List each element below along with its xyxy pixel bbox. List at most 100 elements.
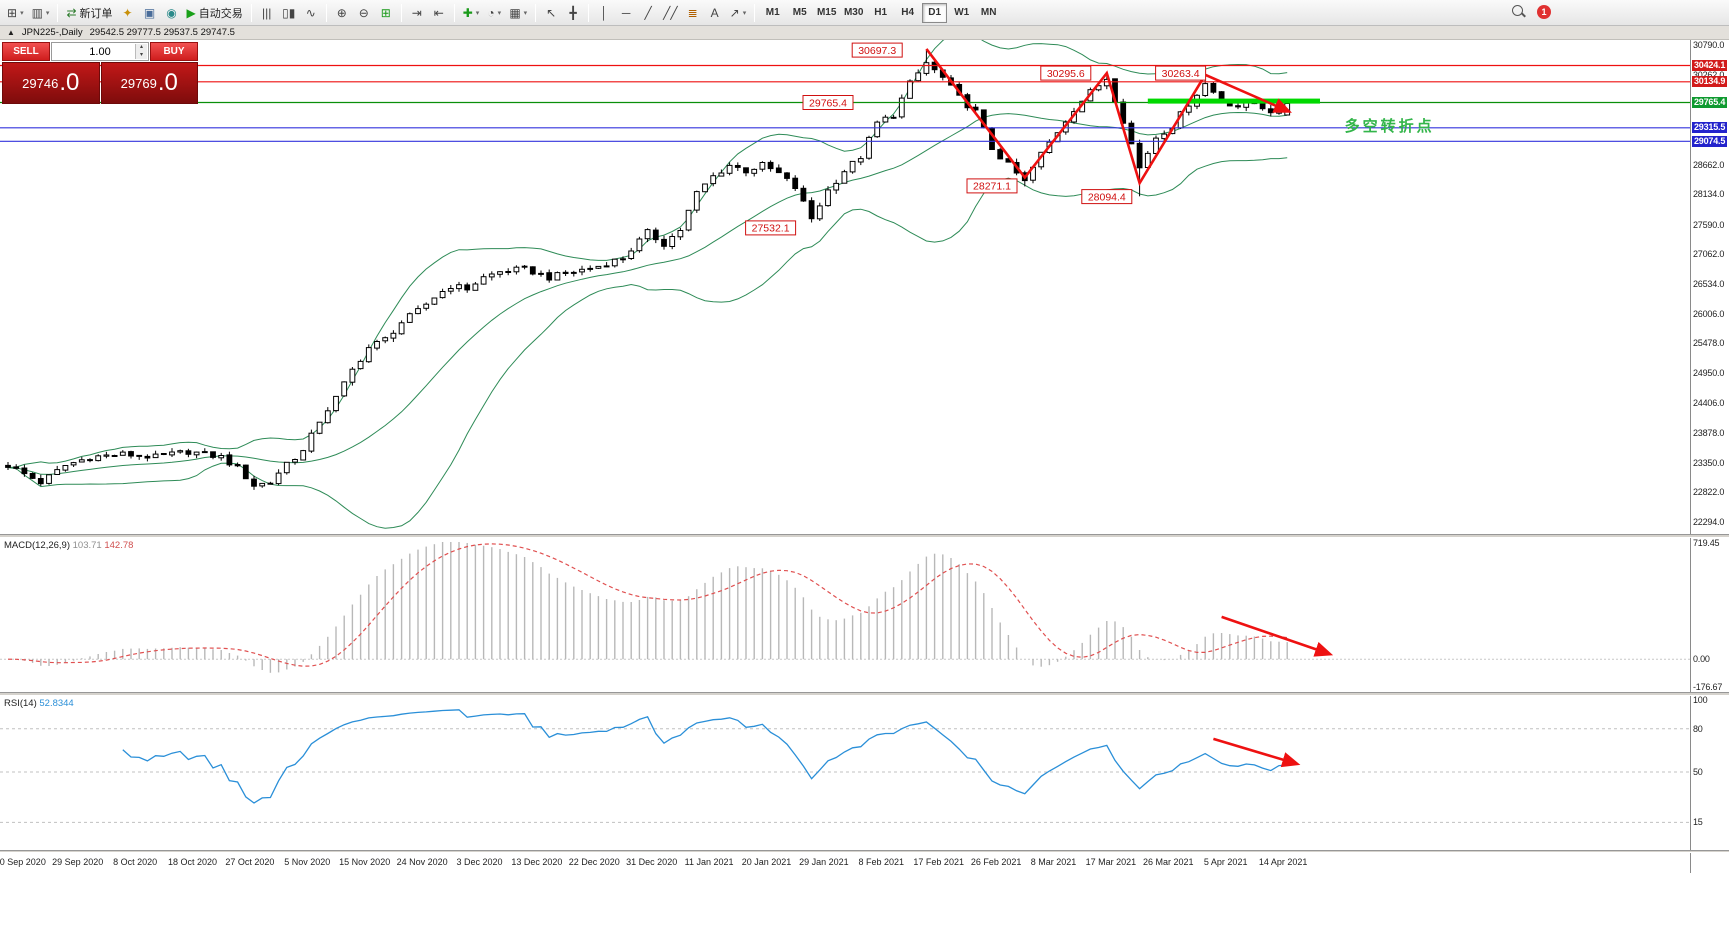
zoom-in-button[interactable]: ⊕: [331, 2, 353, 24]
note-text[interactable]: 多空转折点: [1345, 117, 1435, 135]
toolbar-button-row: ⊞ ▾ ▥ ▾ ⇄ 新订单 ✦ ▣ ◉ ▶ 自动交易 ||| ▯▮ ∿ ⊕ ⊖ ⊞ ⇥ ⇤ ✚ ▾ ◔ ▾ ▦ ▾ ↖ ╋ │ ─ ╱ ╱╱…: [0, 0, 1729, 25]
chart-ohlc-readout: 29542.5 29777.5 29537.5 29747.5: [89, 27, 235, 38]
zoom-out-button[interactable]: ⊖: [353, 2, 375, 24]
new-order-button[interactable]: ⇄ 新订单: [62, 2, 116, 24]
price-annotation[interactable]: 28271.1: [966, 178, 1018, 194]
timeframe-M1-button[interactable]: M1: [760, 3, 785, 23]
channel-button[interactable]: ╱╱: [659, 2, 681, 24]
one-click-panel-toggle[interactable]: ▲: [7, 27, 15, 37]
new-chart-button[interactable]: ⊞ ▾: [3, 2, 28, 24]
volume-decrease-button[interactable]: ▾: [136, 51, 147, 59]
toolbar-separator: [250, 3, 252, 22]
fibonacci-button[interactable]: ≣: [682, 2, 704, 24]
price-annotation[interactable]: 30263.4: [1155, 65, 1207, 81]
time-axis[interactable]: 20 Sep 2020 29 Sep 2020 8 Oct 2020 18 Oct 2…: [0, 853, 1690, 873]
sell-button[interactable]: SELL: [2, 42, 50, 61]
price-tick-label: 719.45: [1693, 538, 1720, 548]
price-tick-label: 26534.0: [1693, 278, 1725, 289]
sell-price-main: 29746: [22, 75, 59, 91]
arrows-button[interactable]: ↗ ▾: [726, 2, 751, 24]
timeframe-M15-button[interactable]: M15: [814, 3, 839, 23]
rsi-line: [122, 709, 1288, 804]
fibonacci-icon: ≣: [687, 5, 698, 20]
search-icon[interactable]: [1512, 5, 1526, 19]
text-button[interactable]: A: [704, 2, 726, 24]
date-label: 29 Jan 2021: [799, 857, 849, 867]
alerts-button[interactable]: ✦: [117, 2, 139, 24]
trendline-button[interactable]: ╱: [637, 2, 659, 24]
timeframe-D1-button[interactable]: D1: [922, 2, 948, 23]
dropdown-arrow-icon: ▾: [742, 9, 747, 17]
timeframe-M5-button[interactable]: M5: [787, 3, 812, 23]
timeframe-MN-button[interactable]: MN: [976, 3, 1001, 23]
vertical-line-button[interactable]: │: [593, 2, 615, 24]
tile-windows-button[interactable]: ⊞: [375, 2, 397, 24]
crosshair-button[interactable]: ╋: [562, 2, 584, 24]
line-chart-icon: ∿: [305, 5, 316, 20]
sell-price-button[interactable]: 29746.0: [2, 62, 100, 104]
price-line-badge: 30134.9: [1692, 76, 1728, 88]
templates-button[interactable]: ▦ ▾: [505, 2, 531, 24]
price-axis[interactable]: 30790.0 30262.0 28662.0 28134.0 27590.0 27062…: [1690, 40, 1729, 873]
timeframe-M30-button[interactable]: M30: [841, 3, 866, 23]
auto-scroll-button[interactable]: ⇥: [406, 2, 428, 24]
candlestick-chart-button[interactable]: ▯▮: [278, 2, 300, 24]
toolbar-separator: [535, 3, 537, 22]
date-label: 3 Dec 2020: [456, 857, 503, 867]
price-annotation[interactable]: 30295.6: [1040, 65, 1092, 81]
date-label: 20 Jan 2021: [741, 857, 792, 867]
rsi-trend-arrow[interactable]: [1213, 737, 1301, 768]
new-order-button-label: 新订单: [79, 7, 113, 20]
horizontal-level-lines[interactable]: [0, 64, 1690, 142]
macd-panel: MACD(12,26,9) 103.71 142.78: [0, 538, 1690, 692]
trend-zigzag[interactable]: [925, 48, 1292, 187]
price-tick-label: 28134.0: [1693, 189, 1725, 200]
price-tick-label: 23350.0: [1693, 457, 1725, 468]
volume-field[interactable]: 1.00 ▴ ▾: [51, 42, 149, 61]
buy-button[interactable]: BUY: [150, 42, 198, 61]
macd-trend-arrow[interactable]: [1221, 615, 1334, 657]
cursor-button[interactable]: ↖: [540, 2, 562, 24]
timeframe-H1-button[interactable]: H1: [868, 3, 893, 23]
toolbar-separator: [754, 3, 756, 22]
price-annotation[interactable]: 27532.1: [745, 220, 797, 236]
panel-divider[interactable]: [0, 692, 1729, 696]
price-annotation[interactable]: 30697.3: [851, 42, 903, 58]
volume-increase-button[interactable]: ▴: [136, 44, 147, 52]
horizontal-line-icon: ─: [621, 5, 631, 20]
price-tick-label: 22822.0: [1693, 487, 1725, 498]
price-tick-label: -176.67: [1693, 682, 1723, 692]
price-annotation[interactable]: 28094.4: [1081, 189, 1133, 205]
trendline-icon: ╱: [644, 5, 652, 20]
bar-chart-icon: |||: [262, 5, 272, 20]
date-label: 5 Apr 2021: [1203, 857, 1248, 867]
price-annotations[interactable]: 30697.3 30295.6 30263.4 29765.4 28271.1 28094…: [745, 42, 1207, 236]
terminal-icon: ▣: [143, 5, 156, 20]
notification-badge[interactable]: 1: [1537, 5, 1551, 19]
vertical-line-icon: │: [600, 5, 608, 20]
price-line-badge: 30424.1: [1692, 60, 1728, 71]
bar-chart-button[interactable]: |||: [256, 2, 278, 24]
support-zone[interactable]: [1147, 98, 1320, 104]
chart-shift-icon: ⇤: [433, 5, 444, 20]
buy-price-button[interactable]: 29769.0: [100, 62, 198, 104]
chart-profiles-button[interactable]: ▥ ▾: [28, 2, 54, 24]
indicators-button[interactable]: ✚ ▾: [459, 2, 484, 24]
price-tick-label: 22294.0: [1693, 517, 1725, 527]
svg-text:28094.4: 28094.4: [1088, 191, 1126, 203]
timeframe-W1-button[interactable]: W1: [949, 3, 974, 23]
periods-button[interactable]: ◔ ▾: [483, 2, 505, 24]
horizontal-line-button[interactable]: ─: [615, 2, 637, 24]
panel-divider[interactable]: [0, 534, 1729, 538]
autotrading-button[interactable]: ▶ 自动交易: [183, 2, 247, 24]
rsi-level-lines: [0, 728, 1690, 823]
strategy-tester-button[interactable]: ◉: [161, 2, 183, 24]
panel-divider[interactable]: [0, 850, 1729, 853]
chart-shift-button[interactable]: ⇤: [428, 2, 450, 24]
line-chart-button[interactable]: ∿: [300, 2, 322, 24]
price-annotation[interactable]: 29765.4: [802, 95, 854, 110]
timeframe-H4-button[interactable]: H4: [895, 3, 920, 23]
templates-icon: ▦: [509, 5, 521, 20]
terminal-button[interactable]: ▣: [139, 2, 161, 24]
